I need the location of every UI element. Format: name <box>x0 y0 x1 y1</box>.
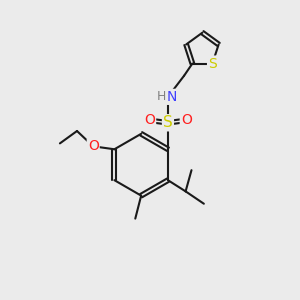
Text: N: N <box>167 90 177 104</box>
Text: S: S <box>208 57 217 70</box>
Text: S: S <box>163 115 173 130</box>
Text: O: O <box>88 139 99 153</box>
Text: O: O <box>144 113 155 128</box>
Text: H: H <box>157 90 166 104</box>
Text: O: O <box>181 113 192 128</box>
